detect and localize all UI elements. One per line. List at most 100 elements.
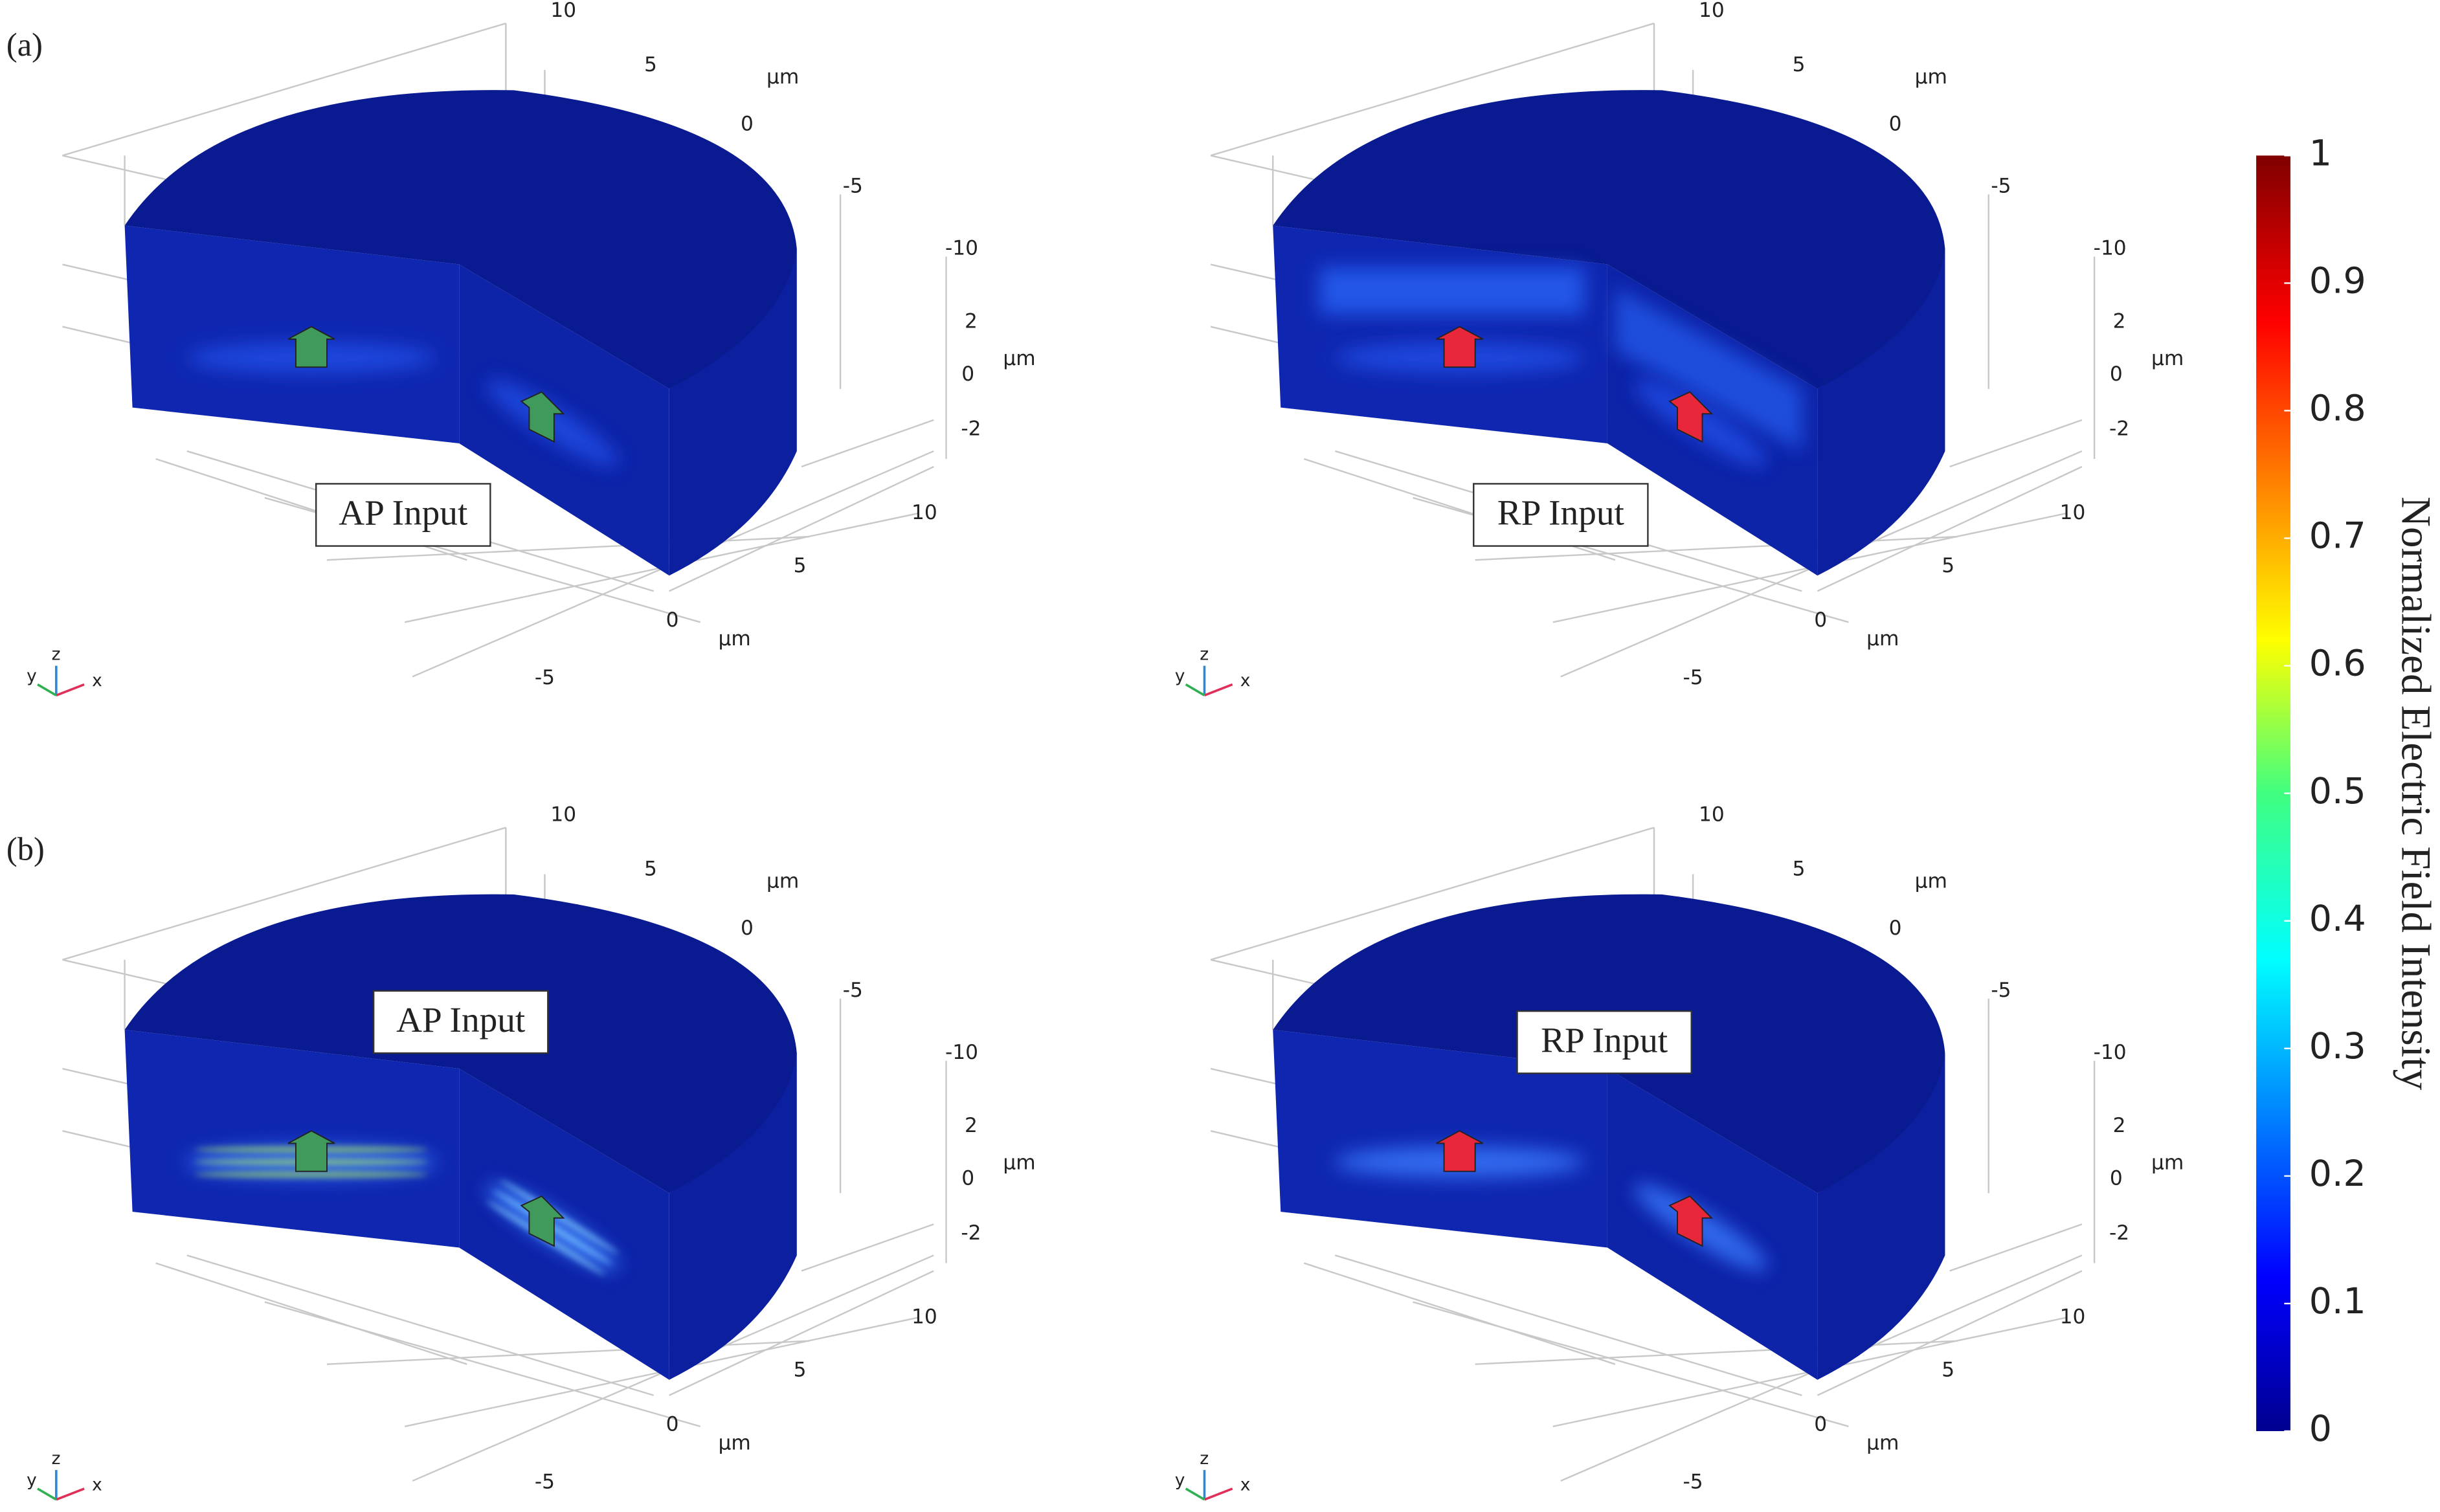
triad-y — [1185, 1487, 1205, 1501]
axis-tick-label: 5 — [794, 554, 807, 577]
axis-tick-label: -2 — [961, 417, 981, 440]
annotation: RP Input — [1541, 1020, 1668, 1060]
axis-tick-label: -10 — [945, 237, 978, 260]
arrow — [520, 391, 565, 443]
grid-line-3d — [1210, 22, 1655, 157]
axis-unit: μm — [1003, 347, 1035, 370]
arrow — [1668, 1195, 1714, 1247]
grid-line-3d — [62, 22, 506, 157]
axis-tick-label: 0 — [1889, 917, 1902, 940]
grid-line-3d — [326, 1340, 810, 1365]
arrow — [1668, 391, 1714, 443]
axis-tick-label: 10 — [550, 0, 576, 22]
axis-tick-label: -10 — [945, 1041, 978, 1064]
axis-tick-label: -5 — [535, 666, 555, 689]
triad-y — [37, 1487, 57, 1501]
field-glow — [1319, 267, 1584, 315]
axis-tick-label: 2 — [2113, 1114, 2126, 1137]
triad-x — [1203, 683, 1233, 696]
grid-line-3d — [1475, 1340, 1958, 1365]
axis-tick-label: 5 — [644, 53, 657, 76]
annotation: AP Input — [396, 1000, 526, 1040]
colorbar-tick-label: 0.2 — [2309, 1153, 2366, 1195]
colorbar-tick-label: 1 — [2309, 133, 2332, 174]
triad-label: z — [1200, 644, 1209, 664]
axis-tick-label: -5 — [843, 174, 863, 197]
axis-unit: μm — [1003, 1151, 1035, 1175]
axis-tick-label: 2 — [965, 309, 978, 333]
axis-tick-label: 5 — [1942, 1358, 1954, 1381]
annotation-box — [1516, 1010, 1692, 1074]
triad-y — [37, 683, 57, 696]
axis-tick-label: 0 — [2110, 362, 2123, 386]
grid-line-3d — [1817, 465, 2083, 592]
grid-line-3d — [186, 1254, 655, 1396]
triad-label: y — [27, 666, 37, 686]
axis-tick-label: -5 — [1683, 1470, 1703, 1493]
triad-label: x — [92, 671, 102, 691]
cut-face-left — [124, 1029, 460, 1248]
axis-tick-label: -10 — [2094, 237, 2127, 260]
triad-label: z — [52, 1449, 61, 1469]
triad-label: y — [1175, 1470, 1185, 1490]
axis-tick-label: 0 — [1889, 112, 1902, 135]
annotation: RP Input — [1497, 493, 1625, 533]
arrow — [1436, 1130, 1484, 1172]
top-face — [124, 90, 797, 389]
axis-unit: μm — [1915, 870, 1947, 893]
axis-tick-label: 5 — [794, 1358, 807, 1381]
cut-face-left — [124, 225, 460, 443]
axis-unit: μm — [2151, 347, 2184, 370]
axis-tick-label: 10 — [2060, 1306, 2086, 1329]
annotation-box — [1473, 483, 1649, 547]
triad-x — [56, 683, 85, 696]
field-glow — [1615, 287, 1802, 451]
grid-line-3d — [155, 1262, 467, 1365]
grid-line-3d — [1210, 827, 1655, 961]
triad-label: x — [1240, 671, 1251, 691]
grid-line-3d — [801, 419, 934, 468]
panel: 10 5 0 -5 -10 2 0 -2 10 5 0 -5 μm μm μm yz x RP Input — [1175, 803, 2184, 1501]
axis-unit: μm — [1866, 627, 1899, 650]
triad-label: x — [92, 1475, 102, 1495]
axis-unit: μm — [767, 870, 799, 893]
grid-line-3d — [62, 827, 506, 961]
axis-tick-label: 0 — [741, 112, 754, 135]
grid-line-3d — [1817, 1270, 2083, 1396]
grid-line-3d — [1949, 1223, 2083, 1272]
grid-line-3d — [1949, 419, 2083, 468]
axis-unit: μm — [1915, 65, 1947, 89]
axis-unit: μm — [1866, 1431, 1899, 1454]
panel: 10 5 0 -5 -10 2 0 -2 10 5 0 -5 μm μm μm yz x AP Input — [27, 0, 1036, 696]
cut-face-left — [1273, 1029, 1607, 1248]
axis-tick-label: 5 — [1793, 857, 1806, 880]
panel: 10 5 0 -5 -10 2 0 -2 10 5 0 -5 μm μm μm yz x RP Input — [1175, 0, 2184, 696]
axis-tick-label: -5 — [1683, 666, 1703, 689]
axis-tick-label: 0 — [741, 917, 754, 940]
annotation: AP Input — [339, 493, 468, 533]
axis-tick-label: 10 — [912, 1306, 937, 1329]
axis-tick-label: 2 — [965, 1114, 978, 1137]
axis-tick-label: 10 — [1699, 803, 1725, 826]
axis-tick-label: -2 — [2109, 417, 2129, 440]
axis-tick-label: -2 — [2109, 1221, 2129, 1245]
axis-unit: μm — [2151, 1151, 2184, 1175]
axis-unit: μm — [719, 627, 751, 650]
axis-unit: μm — [767, 65, 799, 89]
axis-tick-label: 0 — [1814, 608, 1827, 632]
triad-label: y — [1175, 666, 1185, 686]
axis-tick-label: 0 — [961, 1167, 974, 1190]
triad-label: x — [1240, 1475, 1251, 1495]
grid-line-3d — [1334, 1254, 1802, 1396]
axis-tick-label: 10 — [1699, 0, 1725, 22]
panel-label: (b) — [6, 831, 45, 867]
field-fringe — [194, 1171, 429, 1178]
annotation-box — [315, 483, 491, 547]
colorbar-tick-label: 0.9 — [2309, 261, 2366, 302]
triad-label: z — [1200, 1449, 1209, 1469]
top-face — [1273, 90, 1945, 389]
grid-line-3d — [1303, 1262, 1616, 1365]
colorbar-tick-label: 0.4 — [2309, 898, 2366, 940]
axis-tick-label: 2 — [2113, 309, 2126, 333]
